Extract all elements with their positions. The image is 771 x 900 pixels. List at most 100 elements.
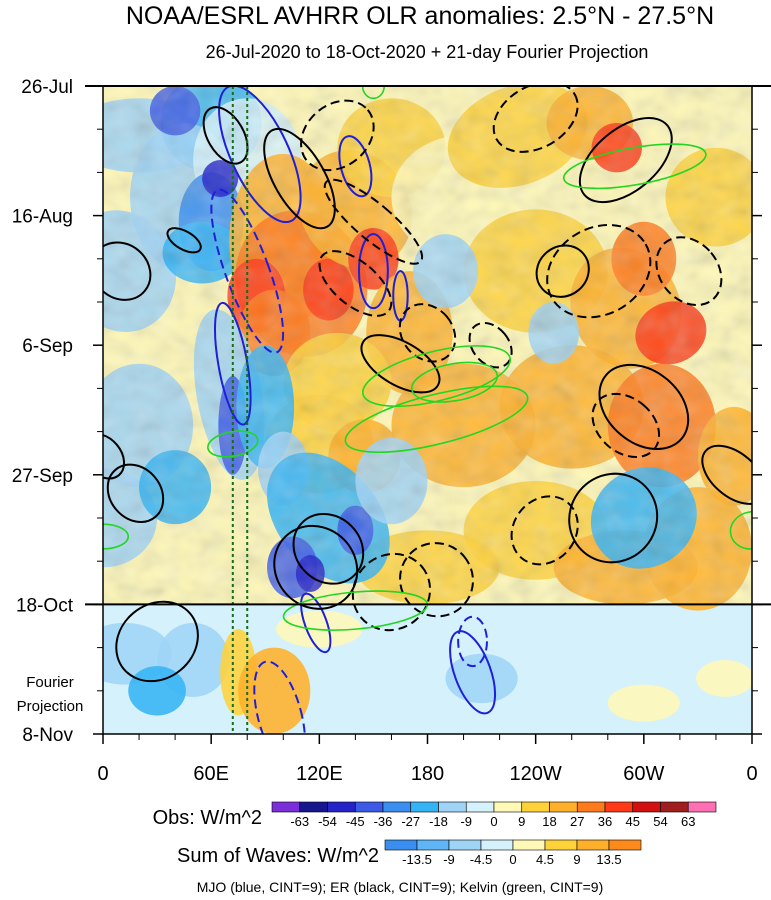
x-tick-label-6: 0 <box>746 763 757 785</box>
er-contour-30 <box>273 524 359 610</box>
er-contour-10 <box>300 99 375 172</box>
obs-colorbar-level-8: 9 <box>518 814 525 829</box>
chart-title: NOAA/ESRL AVHRR OLR anomalies: 2.5°N - 2… <box>126 2 714 30</box>
anomaly-patch-58 <box>445 653 518 704</box>
er-contour-12 <box>202 106 249 165</box>
wave-contour-caption: MJO (blue, CINT=9); ER (black, CINT=9); … <box>197 879 604 895</box>
obs-colorbar-level-6: -9 <box>460 814 472 829</box>
waves-colorbar-level-0: -13.5 <box>402 852 432 867</box>
mjo-contour-0 <box>214 301 252 426</box>
obs-colorbar-swatch-12 <box>604 801 634 813</box>
obs-colorbar-swatch-3 <box>354 801 384 813</box>
er-contour-28 <box>568 472 659 564</box>
obs-colorbar-swatch-5 <box>410 801 439 813</box>
x-tick-label-2: 120E <box>296 763 343 785</box>
y-tick-label-0: 26-Jul <box>21 77 73 98</box>
er-contour-36 <box>492 86 579 153</box>
obs-colorbar-level-13: 54 <box>653 814 667 829</box>
x-tick-label-3: 180 <box>411 763 444 785</box>
waves-colorbar-swatch-1 <box>416 839 450 851</box>
waves-colorbar-swatch-2 <box>448 839 482 851</box>
waves-colorbar-label: Sum of Waves: W/m^2 <box>177 845 379 867</box>
obs-colorbar-swatch-2 <box>327 801 356 813</box>
obs-colorbar-swatch-6 <box>438 801 467 813</box>
obs-colorbar-label: Obs: W/m^2 <box>153 807 262 829</box>
er-contour-29 <box>115 600 199 683</box>
mjo-contour-8 <box>253 660 307 734</box>
anomaly-patch-61 <box>696 659 752 697</box>
er-contour-18 <box>398 303 457 363</box>
kelvin-contour-39 <box>411 361 499 403</box>
er-contour-22 <box>655 236 723 307</box>
projection-label-line2: Projection <box>17 698 84 715</box>
y-tick-label-5: 8-Nov <box>22 725 73 746</box>
obs-colorbar-level-3: -36 <box>374 814 393 829</box>
waves-colorbar-swatch-4 <box>512 839 546 851</box>
waves-colorbar-swatch-6 <box>576 839 610 851</box>
x-tick-label-1: 60E <box>193 763 229 785</box>
kelvin-contour-45 <box>361 86 386 100</box>
er-contour-13 <box>323 178 424 265</box>
mjo-contour-6 <box>449 630 497 715</box>
er-contour-25 <box>591 392 661 458</box>
er-contour-34 <box>106 463 165 523</box>
projection-label-line1: Fourier <box>26 674 74 691</box>
anomaly-patch-55 <box>128 666 186 716</box>
y-tick-label-2: 6-Sep <box>22 336 73 357</box>
waves-colorbar-level-4: 4.5 <box>536 852 554 867</box>
obs-colorbar-level-11: 36 <box>598 814 612 829</box>
kelvin-contour-38 <box>344 385 529 454</box>
anomaly-patch-57 <box>238 647 311 734</box>
er-contour-21 <box>535 244 590 298</box>
obs-colorbar-level-2: -45 <box>346 814 365 829</box>
waves-colorbar-level-2: -4.5 <box>470 852 492 867</box>
y-axis-ticks: 26-Jul 16-Aug 6-Sep 27-Sep 18-Oct 8-Nov <box>12 77 762 746</box>
waves-colorbar: -13.5 -9 -4.5 0 4.5 9 13.5 <box>384 839 642 867</box>
obs-colorbar-swatch-8 <box>493 801 523 813</box>
obs-colorbar-level-12: 45 <box>626 814 640 829</box>
er-contour-24 <box>598 363 690 450</box>
obs-colorbar-swatch-4 <box>382 801 412 813</box>
obs-colorbar-swatch-1 <box>299 801 328 813</box>
x-tick-label-4: 120W <box>510 763 562 785</box>
obs-colorbar-level-7: 0 <box>490 814 497 829</box>
obs-colorbar-level-0: -63 <box>290 814 309 829</box>
er-contour-26 <box>701 444 752 505</box>
waves-colorbar-level-6: 13.5 <box>596 852 621 867</box>
obs-colorbar-level-1: -54 <box>318 814 337 829</box>
obs-colorbar: -63 -54 -45 -36 -27 -18 -9 0 9 18 27 36 45 54 63 <box>271 801 717 829</box>
er-contour-31 <box>292 513 365 585</box>
obs-colorbar-swatch-13 <box>632 801 661 813</box>
obs-colorbar-swatch-15 <box>687 801 717 813</box>
x-tick-label-5: 60W <box>623 763 664 785</box>
er-contour-27 <box>510 495 579 566</box>
er-contour-16 <box>318 250 393 317</box>
waves-colorbar-level-1: -9 <box>443 852 455 867</box>
kelvin-contour-42 <box>729 510 752 550</box>
waves-colorbar-swatch-7 <box>608 839 642 851</box>
wave-contours <box>103 86 752 734</box>
obs-colorbar-level-14: 63 <box>681 814 695 829</box>
y-tick-label-4: 18-Oct <box>16 595 74 616</box>
mjo-contour-2 <box>338 135 373 198</box>
er-contour-33 <box>399 542 474 618</box>
waves-colorbar-level-3: 0 <box>509 852 516 867</box>
x-tick-label-0: 0 <box>97 763 108 785</box>
waves-colorbar-swatch-0 <box>384 839 418 851</box>
kelvin-contour-44 <box>103 523 130 550</box>
er-contour-15 <box>166 227 202 254</box>
obs-colorbar-level-4: -27 <box>401 814 420 829</box>
er-contour-19 <box>468 322 513 369</box>
mjo-contour-4 <box>210 188 285 354</box>
waves-colorbar-level-5: 9 <box>573 852 580 867</box>
chart-subtitle: 26-Jul-2020 to 18-Oct-2020 + 21-day Four… <box>206 42 649 62</box>
mjo-contour-3 <box>357 233 389 310</box>
mjo-contour-7 <box>300 592 332 654</box>
mjo-contour-9 <box>457 615 488 668</box>
er-contour-11 <box>263 127 336 230</box>
obs-colorbar-swatch-10 <box>549 801 578 813</box>
kelvin-contour-41 <box>562 143 707 190</box>
er-contour-35 <box>103 433 126 480</box>
er-contour-32 <box>351 552 432 632</box>
